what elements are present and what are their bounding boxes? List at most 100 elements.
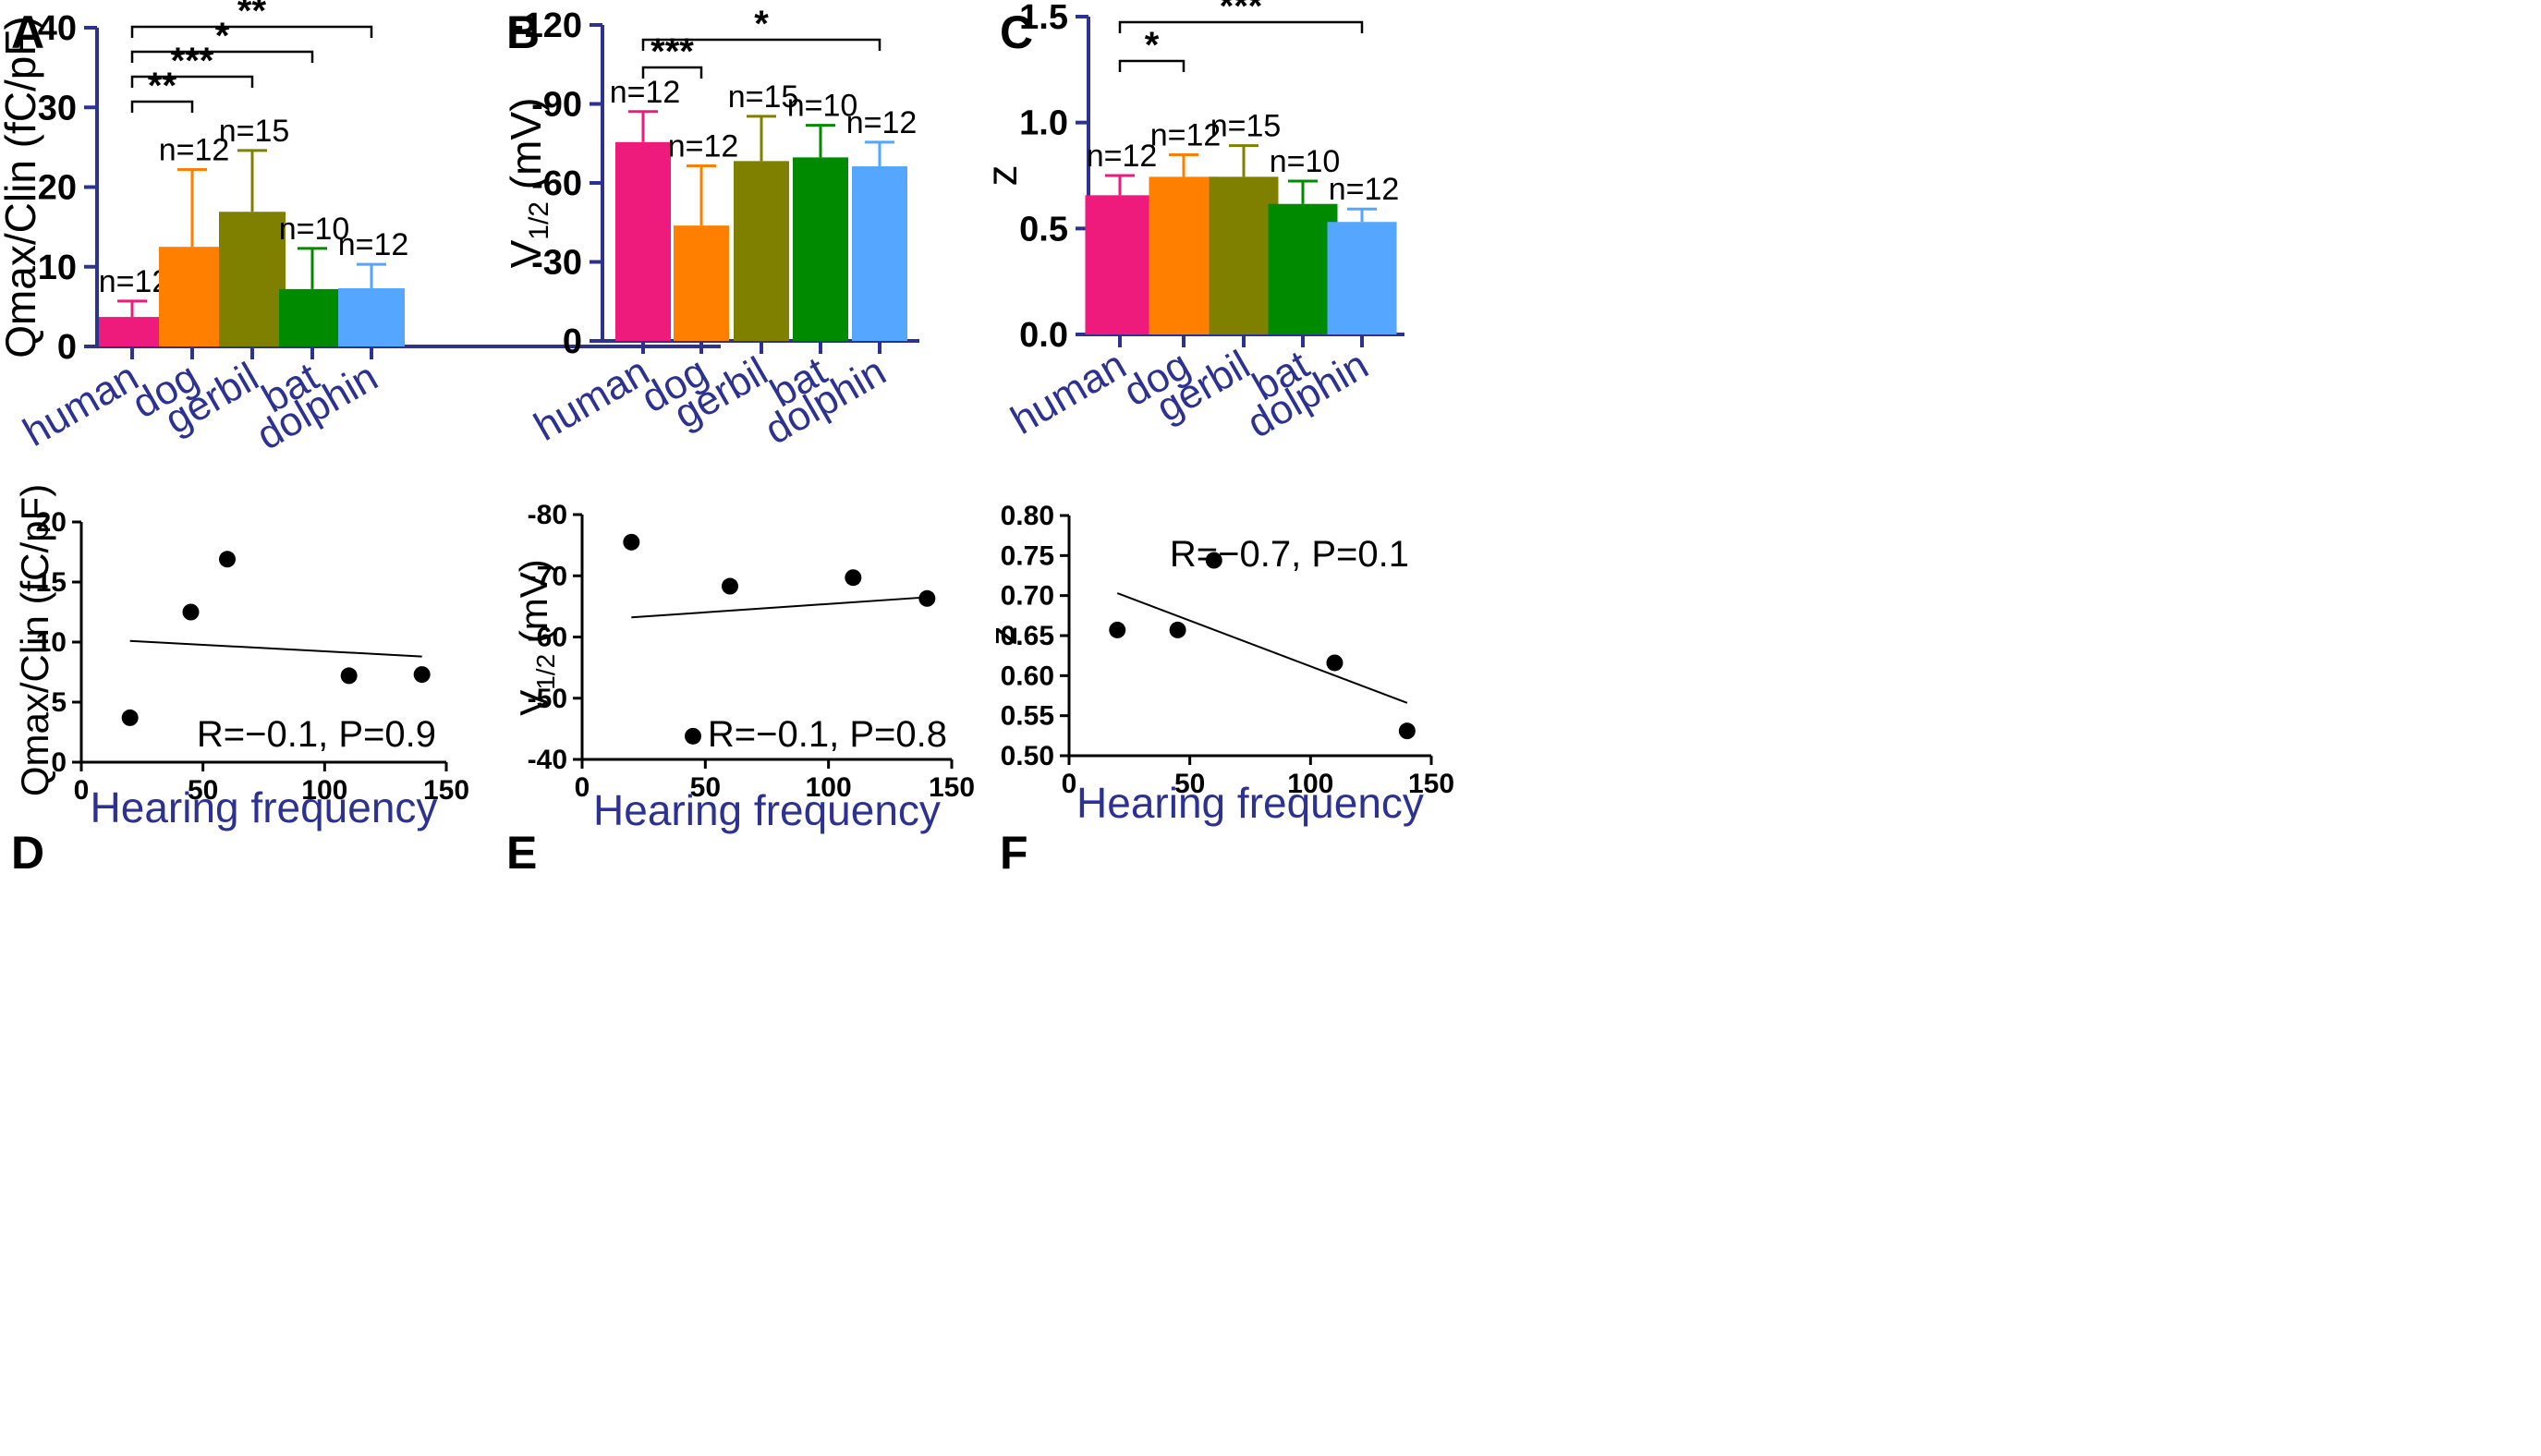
- y-axis-label-sub: 1/2: [531, 654, 560, 690]
- y-tick-label: 1.0: [1019, 104, 1068, 143]
- panel-f: F 0.50 0.55 0.60 0.65 0.70 0.75 0.80 0 50 100 150He…: [981, 501, 1454, 879]
- significance-bracket: [130, 25, 373, 38]
- x-tick-label-human: human: [527, 348, 657, 450]
- y-axis-label: z: [981, 626, 1025, 646]
- bar-gerbil: [219, 212, 286, 346]
- x-tick-label: 150: [1408, 769, 1454, 799]
- x-axis-label: Hearing frequency: [1076, 779, 1424, 827]
- data-point: [1205, 552, 1222, 569]
- bar-dog: [674, 225, 729, 341]
- x-tick-label: 50: [690, 772, 721, 803]
- significance-bracket: [641, 66, 703, 79]
- y-axis-label: Qmax/Clin (fC/pF): [13, 484, 56, 796]
- x-tick-label: 50: [1174, 769, 1205, 799]
- data-point: [413, 666, 431, 684]
- significance-label: **: [148, 66, 177, 106]
- x-tick-label: 100: [806, 772, 852, 803]
- data-point: [623, 533, 640, 551]
- y-tick-label: -60: [528, 623, 567, 653]
- y-tick-label: 20: [36, 507, 67, 538]
- data-point: [1326, 654, 1343, 672]
- data-point: [182, 603, 200, 621]
- significance-label: *: [215, 16, 230, 56]
- n-label-dog: n=12: [1150, 118, 1222, 153]
- x-tick-label: 150: [929, 772, 975, 803]
- y-tick-label: -40: [528, 745, 567, 775]
- x-tick-label: 100: [1287, 769, 1333, 799]
- significance-label: *: [754, 4, 769, 44]
- bar-dolphin: [852, 166, 907, 341]
- y-tick-label: 30: [38, 89, 77, 127]
- n-label-human: n=12: [1087, 139, 1158, 174]
- significance-bracket: [130, 100, 194, 113]
- y-tick-label: 10: [38, 249, 77, 287]
- bar-human: [99, 317, 165, 346]
- y-tick-label: -50: [528, 684, 567, 714]
- y-axis-label-sub: 1/2: [524, 201, 554, 240]
- data-point: [1398, 722, 1416, 740]
- panel-label: D: [11, 827, 44, 879]
- y-tick-label: 5: [51, 687, 67, 718]
- bar-bat: [793, 157, 848, 341]
- n-label-dolphin: n=12: [1329, 172, 1400, 207]
- y-tick-label: 0.50: [1001, 741, 1054, 771]
- significance-bracket: [1118, 20, 1364, 33]
- y-axis-label-main: V: [502, 239, 550, 268]
- stat-annotation: R=−0.7, P=0.1: [1170, 534, 1409, 575]
- significance-bracket: [130, 75, 254, 88]
- y-axis-label: z: [978, 165, 1026, 187]
- significance-label: *: [1145, 25, 1160, 66]
- n-label-dog: n=12: [159, 133, 230, 168]
- regression-line: [129, 639, 422, 658]
- bar-gerbil: [1209, 176, 1279, 334]
- y-axis-label: V1/2 (mV): [502, 98, 554, 269]
- bar-dog: [159, 247, 225, 346]
- n-label-dog: n=12: [668, 128, 739, 164]
- y-tick-label: 0.75: [1001, 540, 1054, 571]
- panel-label: E: [506, 827, 537, 879]
- regression-line: [1116, 592, 1408, 704]
- y-tick-label: -90: [531, 86, 582, 125]
- panel-label: A: [11, 6, 44, 58]
- data-point: [685, 727, 701, 745]
- data-point: [1109, 621, 1126, 638]
- y-tick-label: -70: [528, 561, 567, 591]
- panel-label: F: [1000, 827, 1028, 879]
- significance-bracket: [130, 50, 314, 63]
- y-axis-label-main: V: [512, 690, 555, 716]
- data-point: [219, 551, 236, 568]
- n-label-gerbil: n=15: [1210, 109, 1282, 144]
- y-axis-label-unit: (mV): [512, 559, 555, 654]
- y-axis-label: Qmax/Clin (fC/pF): [0, 16, 44, 358]
- y-tick-label: 0.60: [1001, 661, 1054, 691]
- panel-label: B: [506, 6, 540, 58]
- data-point: [722, 577, 738, 595]
- data-point: [1169, 621, 1186, 638]
- x-tick-label: 0: [1062, 769, 1077, 799]
- significance-label: ***: [171, 41, 214, 81]
- data-point: [845, 569, 862, 587]
- y-tick-label: 20: [38, 169, 77, 208]
- stat-annotation: R=−0.1, P=0.9: [197, 714, 436, 755]
- n-label-gerbil: n=15: [219, 114, 290, 149]
- significance-bracket: [641, 38, 881, 51]
- n-label-dolphin: n=12: [338, 227, 409, 262]
- x-tick-label: 50: [188, 775, 218, 806]
- y-tick-label: 0.70: [1001, 581, 1054, 612]
- y-tick-label: 0: [51, 747, 67, 778]
- x-tick-label-human: human: [1003, 342, 1134, 443]
- n-label-bat: n=10: [787, 89, 858, 124]
- y-axis-label: V1/2 (mV): [512, 559, 560, 716]
- significance-label: ***: [1220, 0, 1263, 27]
- n-label-gerbil: n=15: [728, 79, 799, 115]
- bar-dolphin: [1327, 222, 1397, 334]
- n-label-human: n=12: [99, 264, 170, 299]
- y-tick-label: 0.0: [1019, 316, 1068, 355]
- x-axis-label: Hearing frequency: [593, 786, 941, 834]
- y-tick-label: -120: [512, 6, 582, 45]
- n-label-human: n=12: [610, 75, 681, 110]
